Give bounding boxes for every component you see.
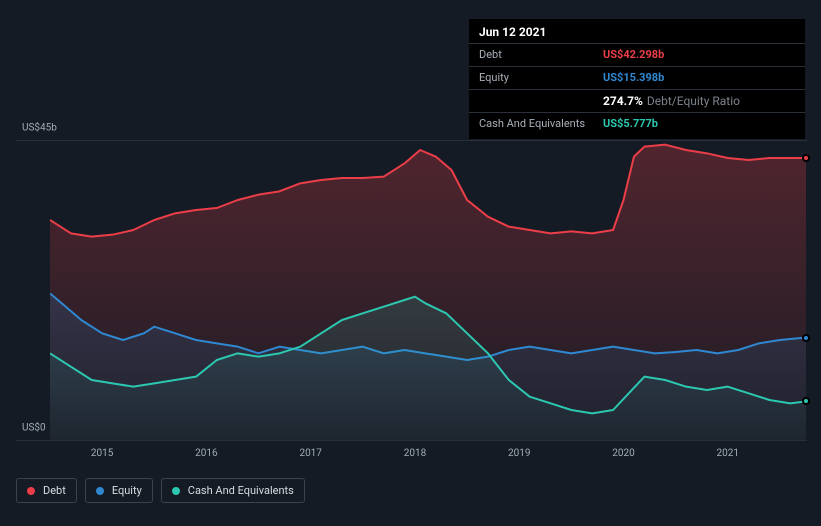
legend-dot-icon xyxy=(27,487,35,495)
tooltip-ratio: 274.7%Debt/Equity Ratio xyxy=(603,93,740,109)
tooltip-row-label: Cash And Equivalents xyxy=(479,116,603,132)
y-axis-label: US$0 xyxy=(22,423,46,434)
legend-label: Equity xyxy=(112,484,142,497)
x-axis-label: 2017 xyxy=(299,448,321,459)
legend-dot-icon xyxy=(172,487,180,495)
series-marker xyxy=(802,334,810,342)
tooltip-row-value: US$15.398b xyxy=(603,70,664,86)
chart-tooltip: Jun 12 2021 DebtUS$42.298bEquityUS$15.39… xyxy=(469,19,805,139)
legend-label: Debt xyxy=(43,484,66,497)
tooltip-row-label xyxy=(479,93,603,109)
legend: Debt Equity Cash And Equivalents xyxy=(16,478,305,503)
tooltip-row-value: US$42.298b xyxy=(603,47,664,63)
tooltip-row-label: Debt xyxy=(479,47,603,63)
x-axis-label: 2021 xyxy=(717,448,739,459)
y-axis-label: US$45b xyxy=(22,123,57,134)
tooltip-row-value: US$5.777b xyxy=(603,116,658,132)
tooltip-date: Jun 12 2021 xyxy=(469,25,805,43)
legend-label: Cash And Equivalents xyxy=(188,484,294,497)
legend-item[interactable]: Cash And Equivalents xyxy=(161,478,305,503)
tooltip-row: DebtUS$42.298b xyxy=(469,43,805,66)
legend-dot-icon xyxy=(96,487,104,495)
tooltip-row-label: Equity xyxy=(479,70,603,86)
x-axis-label: 2019 xyxy=(508,448,530,459)
chart-container: US$45bUS$0 2015201620172018201920202021 … xyxy=(0,0,821,526)
x-axis-label: 2020 xyxy=(612,448,634,459)
series-marker xyxy=(802,397,810,405)
series-marker xyxy=(802,154,810,162)
gridline-bottom xyxy=(16,440,807,441)
tooltip-row: EquityUS$15.398b xyxy=(469,66,805,89)
x-axis-label: 2016 xyxy=(195,448,217,459)
x-axis-label: 2018 xyxy=(404,448,426,459)
tooltip-row: Cash And EquivalentsUS$5.777b xyxy=(469,112,805,135)
legend-item[interactable]: Equity xyxy=(85,478,153,503)
chart-plot xyxy=(50,140,806,440)
x-axis-label: 2015 xyxy=(91,448,113,459)
legend-item[interactable]: Debt xyxy=(16,478,77,503)
tooltip-row: 274.7%Debt/Equity Ratio xyxy=(469,89,805,112)
